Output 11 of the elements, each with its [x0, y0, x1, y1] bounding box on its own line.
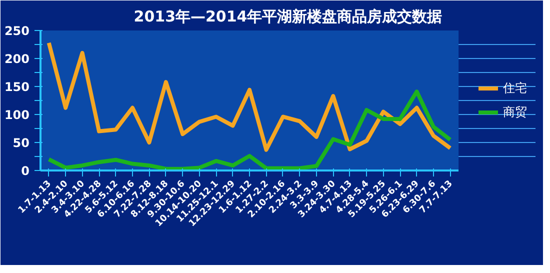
y-tick-label: 0 [21, 164, 30, 178]
y-tick-label: 100 [4, 108, 30, 122]
y-tick-label: 150 [4, 80, 30, 94]
line-series [46, 40, 452, 152]
legend-label: 商贸 [503, 104, 527, 120]
y-tick-label: 50 [12, 136, 30, 150]
line-series [46, 90, 452, 170]
legend-label: 住宅 [503, 80, 527, 96]
y-tick-label: 200 [4, 52, 30, 66]
y-tick-label: 250 [4, 24, 30, 38]
chart-title: 2013年—2014年平湖新楼盘商品房成交数据 [134, 8, 442, 26]
